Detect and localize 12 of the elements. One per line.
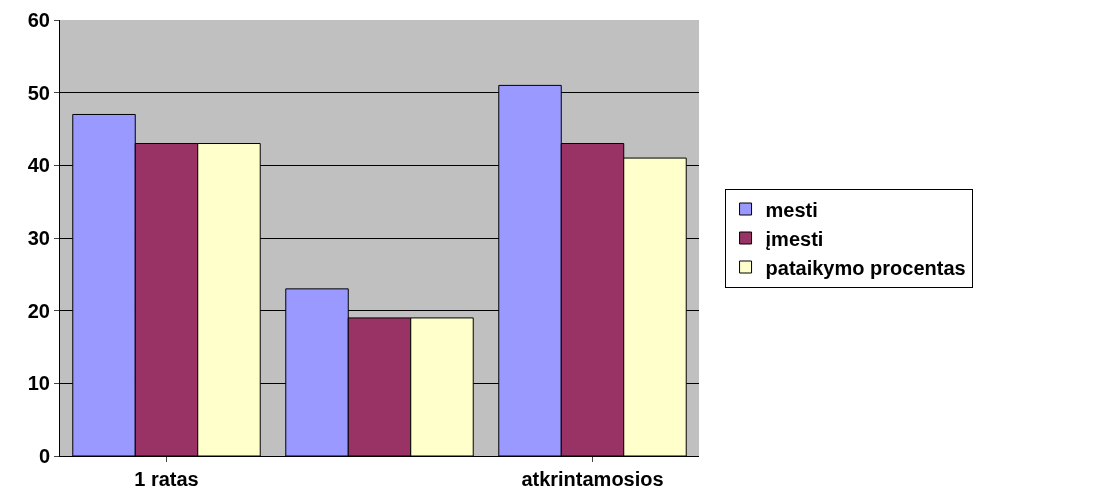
y-tick-label: 0 bbox=[38, 445, 50, 467]
y-tick-label: 20 bbox=[27, 299, 50, 322]
legend-label: pataikymo procentas bbox=[765, 256, 966, 279]
x-tick-label: 1 ratas bbox=[134, 468, 199, 490]
y-tick-label: 30 bbox=[27, 227, 50, 249]
x-tick-label: atkrintamosios bbox=[521, 468, 664, 490]
legend-label: mesti bbox=[765, 198, 818, 221]
y-tick-label: 10 bbox=[27, 372, 50, 395]
y-tick-label: 50 bbox=[27, 81, 50, 104]
y-tick-label: 60 bbox=[27, 9, 50, 31]
legend-label: įmesti bbox=[765, 227, 824, 250]
y-tick-label: 40 bbox=[27, 154, 50, 177]
